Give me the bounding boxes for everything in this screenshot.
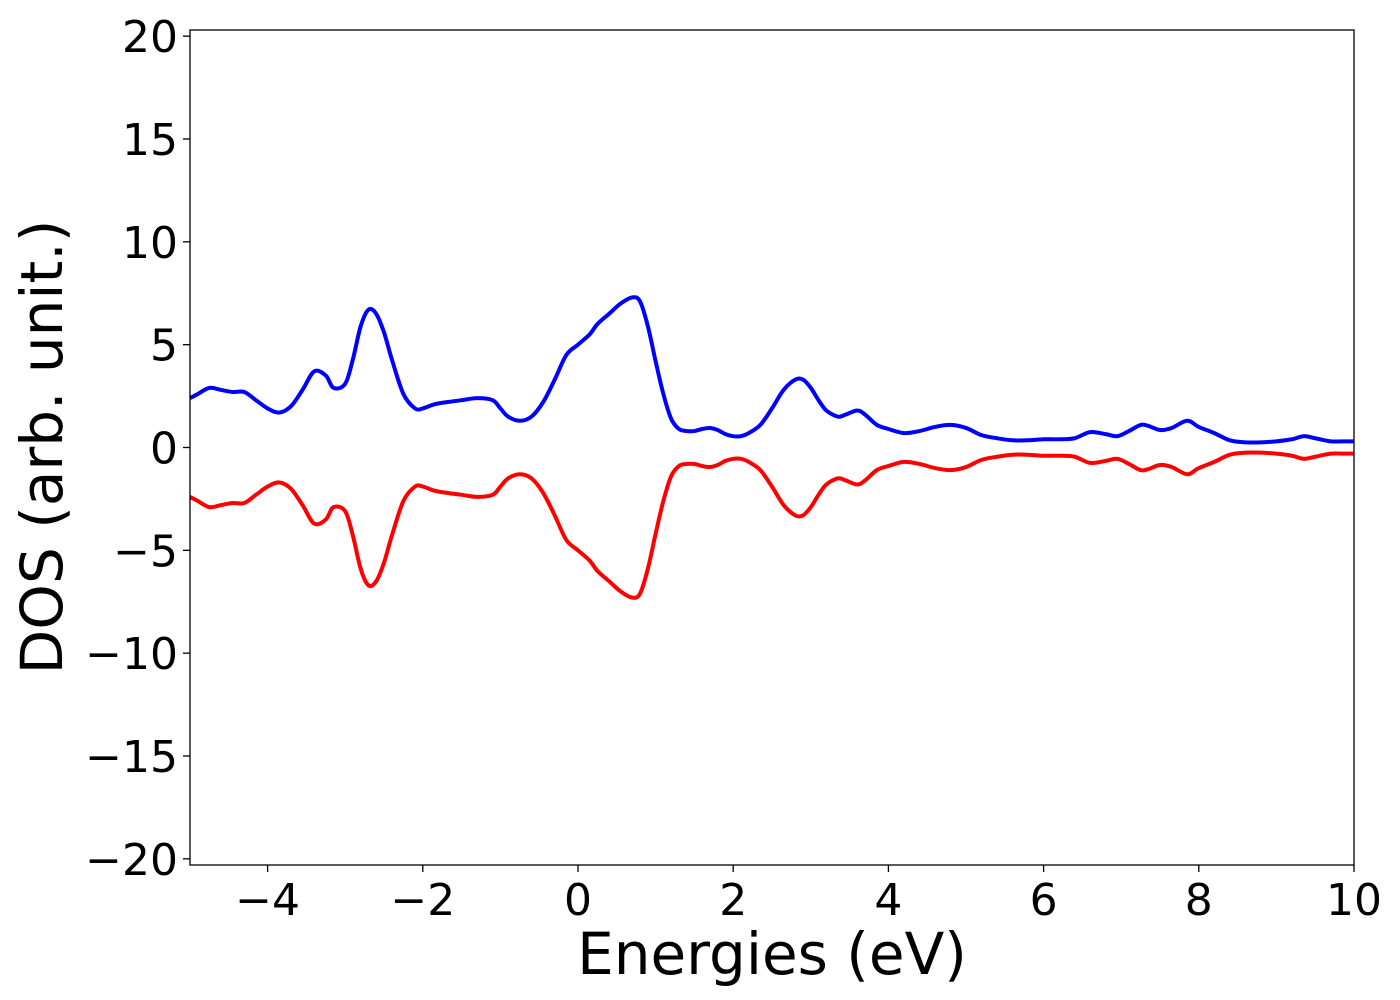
x-axis: −4 −2 0 2 4 6 8 10 bbox=[235, 865, 1382, 926]
series-line-1 bbox=[189, 295, 1354, 445]
x-tick-label: 10 bbox=[1326, 875, 1382, 926]
y-tick-label: −5 bbox=[113, 526, 178, 577]
series-layer bbox=[189, 295, 1354, 600]
series-line-2 bbox=[189, 450, 1354, 600]
y-tick-label: −10 bbox=[85, 629, 178, 680]
plot-background bbox=[190, 30, 1354, 865]
y-tick-label: 15 bbox=[122, 115, 178, 166]
y-axis: −20 −15 −10 −5 0 5 10 15 20 bbox=[85, 12, 190, 886]
y-axis-title: DOS (arb. unit.) bbox=[8, 220, 76, 675]
y-tick-label: 5 bbox=[150, 321, 178, 372]
x-tick-label: 8 bbox=[1185, 875, 1213, 926]
x-tick-label: 4 bbox=[874, 875, 902, 926]
y-tick-label: 0 bbox=[150, 424, 178, 475]
y-tick-label: −20 bbox=[85, 835, 178, 886]
y-tick-label: −15 bbox=[85, 732, 178, 783]
x-tick-label: 2 bbox=[719, 875, 747, 926]
x-tick-label: −2 bbox=[390, 875, 455, 926]
y-tick-label: 20 bbox=[122, 12, 178, 63]
y-tick-label: 10 bbox=[122, 218, 178, 269]
x-axis-title: Energies (eV) bbox=[577, 920, 967, 988]
x-tick-label: 6 bbox=[1030, 875, 1058, 926]
x-tick-label: 0 bbox=[564, 875, 592, 926]
x-tick-label: −4 bbox=[235, 875, 300, 926]
